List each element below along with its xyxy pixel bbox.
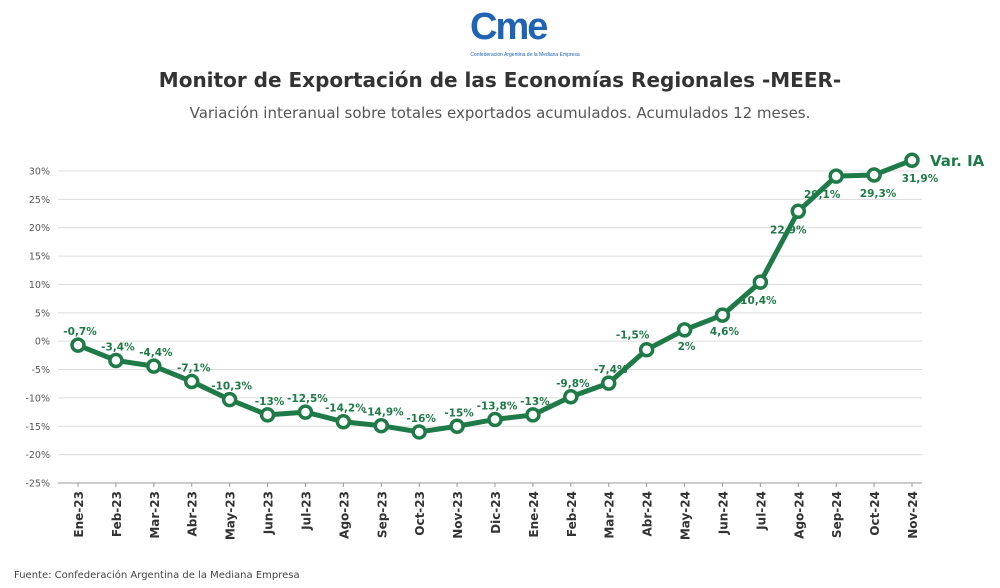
data-point xyxy=(792,205,804,217)
y-tick-label: 0% xyxy=(35,337,50,348)
y-tick-label: -25% xyxy=(25,479,50,490)
data-label: -7,4% xyxy=(594,364,628,376)
data-label: -16% xyxy=(406,413,436,425)
x-tick-label: Jun-24 xyxy=(716,491,730,535)
data-point xyxy=(110,354,122,366)
data-label: 10,4% xyxy=(740,295,777,307)
data-label: -7,1% xyxy=(177,362,211,374)
data-point xyxy=(337,416,349,428)
data-label: -9,8% xyxy=(556,378,590,390)
data-point xyxy=(716,309,728,321)
x-tick-label: Feb-24 xyxy=(565,491,579,537)
data-point xyxy=(375,420,387,432)
data-label: -13,8% xyxy=(477,400,518,412)
data-point xyxy=(830,170,842,182)
data-point xyxy=(489,413,501,425)
y-tick-label: -15% xyxy=(25,422,50,433)
y-tick-label: 20% xyxy=(29,223,50,234)
y-tick-label: 30% xyxy=(29,167,50,178)
x-tick-label: Nov-24 xyxy=(906,491,920,539)
x-tick-label: Ene-24 xyxy=(527,491,541,538)
x-tick-label: May-23 xyxy=(224,491,238,540)
line-chart: 30% 25% 20% 15% 10% 5% 0% -5% -10% -15% -20% -25% En… xyxy=(0,0,1000,588)
data-point xyxy=(679,324,691,336)
data-label: -0,7% xyxy=(63,326,97,338)
data-point xyxy=(224,394,236,406)
data-label: 22,9% xyxy=(770,224,807,236)
data-point xyxy=(603,377,615,389)
data-label: -15% xyxy=(444,407,474,419)
x-tick-label: Feb-23 xyxy=(110,491,124,537)
data-label: 2% xyxy=(678,341,696,353)
data-point xyxy=(299,406,311,418)
data-label: -14,2% xyxy=(325,403,366,415)
data-point xyxy=(565,391,577,403)
x-tick-label: Ago-24 xyxy=(792,491,806,539)
data-label: 29,3% xyxy=(860,188,897,200)
data-point xyxy=(641,344,653,356)
y-tick-label: -20% xyxy=(25,450,50,461)
x-tick-label: Jul-23 xyxy=(299,491,313,531)
data-point xyxy=(262,409,274,421)
data-point xyxy=(186,375,198,387)
data-point xyxy=(148,360,160,372)
series-line xyxy=(78,160,912,432)
x-tick-label: Oct-23 xyxy=(413,491,427,536)
data-label: 4,6% xyxy=(710,326,740,338)
x-tick-label: Jul-24 xyxy=(754,491,768,531)
data-label: -14,9% xyxy=(363,407,404,419)
y-tick-label: -5% xyxy=(32,365,51,376)
data-point xyxy=(527,409,539,421)
x-tick-label: May-24 xyxy=(679,491,693,540)
data-label: -1,5% xyxy=(616,330,650,342)
x-tick-label: Ago-23 xyxy=(337,491,351,539)
y-tick-label: 5% xyxy=(35,308,50,319)
x-tick-label: Mar-23 xyxy=(148,491,162,539)
y-tick-label: -10% xyxy=(25,393,50,404)
y-tick-label: 25% xyxy=(29,195,50,206)
data-label: -12,5% xyxy=(287,393,328,405)
x-tick-label: Sep-24 xyxy=(830,491,844,538)
data-point xyxy=(868,169,880,181)
data-label: 31,9% xyxy=(902,173,939,185)
x-tick-label: Abr-24 xyxy=(641,491,655,536)
x-tick-label: Nov-23 xyxy=(451,491,465,539)
x-tick-label: Ene-23 xyxy=(72,491,86,538)
x-tick-label: Jun-23 xyxy=(262,491,276,535)
x-tick-label: Mar-24 xyxy=(603,491,617,539)
x-tick-label: Oct-24 xyxy=(868,491,882,536)
series-name-label: Var. IA xyxy=(930,152,985,170)
x-tick-label: Sep-23 xyxy=(375,491,389,538)
source-note: Fuente: Confederación Argentina de la Me… xyxy=(14,570,300,581)
data-point xyxy=(451,420,463,432)
data-label: -10,3% xyxy=(211,381,252,393)
data-label: -4,4% xyxy=(139,347,173,359)
data-label: 29,1% xyxy=(804,189,841,201)
data-label: -13% xyxy=(520,396,550,408)
data-label: -13% xyxy=(255,396,285,408)
data-point xyxy=(754,276,766,288)
x-tick-label: Abr-23 xyxy=(186,491,200,536)
data-label: -3,4% xyxy=(101,341,135,353)
y-tick-label: 10% xyxy=(29,280,50,291)
y-tick-label: 15% xyxy=(29,252,50,263)
data-point xyxy=(72,339,84,351)
x-tick-label: Dic-23 xyxy=(489,491,503,534)
data-point xyxy=(906,154,918,166)
data-point xyxy=(413,426,425,438)
